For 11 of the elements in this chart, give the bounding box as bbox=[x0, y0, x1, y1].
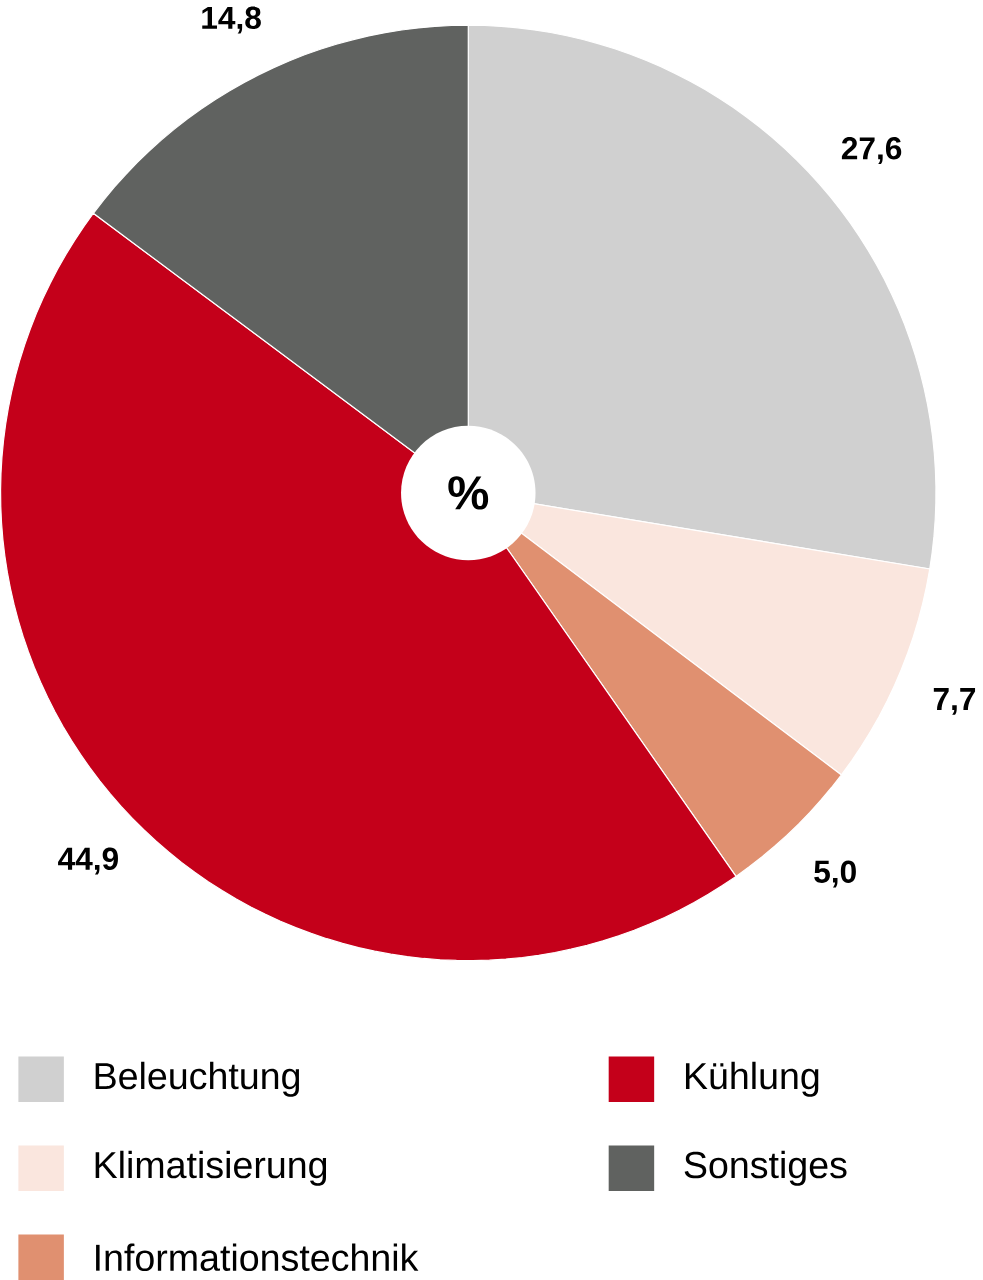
legend-label: Kühlung bbox=[685, 1061, 819, 1097]
data-label: 27,6 bbox=[841, 137, 902, 165]
data-label: 44,9 bbox=[58, 847, 118, 875]
legend-label: Informationstechnik bbox=[96, 1243, 419, 1272]
legend-label: Klimatisierung bbox=[95, 1150, 327, 1186]
legend-label: Beleuchtung bbox=[95, 1061, 300, 1097]
text: % bbox=[448, 476, 489, 510]
data-label: 5,0 bbox=[814, 860, 856, 888]
data-label: 14,8 bbox=[202, 6, 261, 34]
data-label: 7,7 bbox=[933, 688, 976, 715]
legend-label: Sonstiges bbox=[684, 1150, 847, 1186]
